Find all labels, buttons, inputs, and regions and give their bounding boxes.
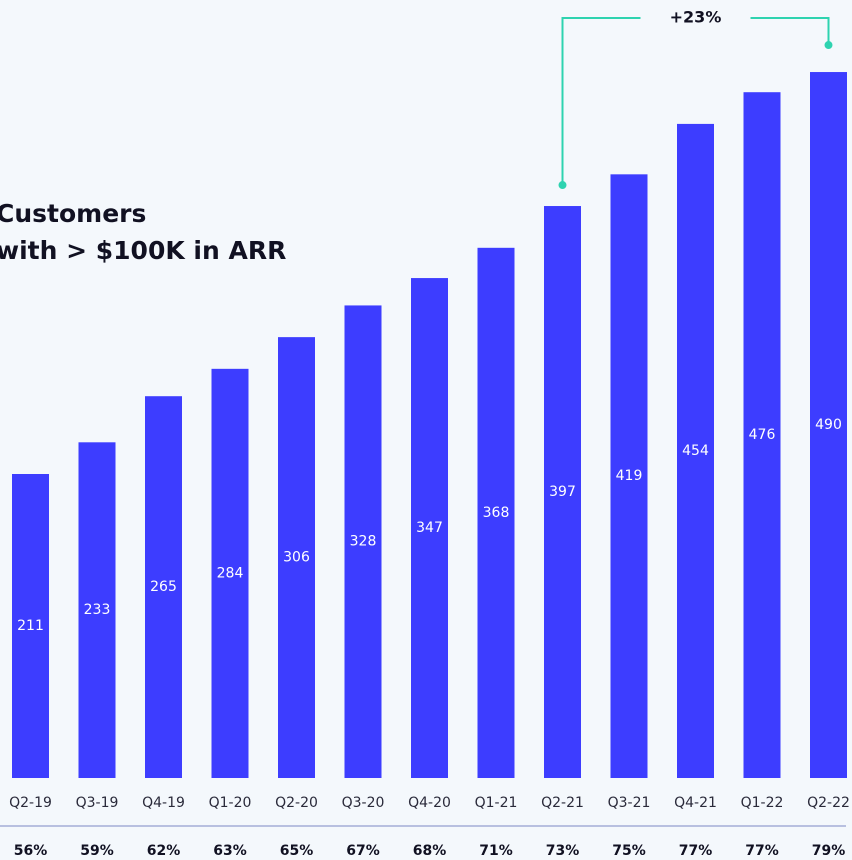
bar — [610, 174, 648, 778]
bar — [810, 72, 847, 778]
x-tick-label: Q4-20 — [408, 795, 451, 811]
row-label: 75% — [612, 843, 646, 859]
x-tick-label: Q3-21 — [608, 795, 651, 811]
annotation-dot — [824, 41, 833, 50]
x-tick-label: Q1-22 — [741, 795, 784, 811]
row-label: 62% — [147, 843, 181, 859]
row-label: 73% — [546, 843, 580, 859]
row-label: 77% — [745, 843, 779, 859]
value-label: 306 — [283, 550, 310, 566]
row-label: 63% — [213, 843, 247, 859]
x-tick-label: Q2-21 — [541, 795, 584, 811]
bar — [78, 442, 116, 778]
x-tick-label: Q4-21 — [674, 795, 717, 811]
value-label: 211 — [17, 618, 44, 634]
value-label: 233 — [84, 602, 111, 618]
annotation: +23% — [670, 8, 722, 27]
row-label: 77% — [679, 843, 713, 859]
row-label: 79% — [812, 843, 846, 859]
bar — [344, 305, 382, 778]
value-label: 284 — [217, 565, 244, 581]
value-label: 347 — [416, 520, 443, 536]
bar — [411, 278, 448, 778]
row-label: 67% — [346, 843, 380, 859]
row-label: 71% — [479, 843, 513, 859]
bar — [211, 368, 249, 778]
bar — [743, 92, 781, 779]
chart-title: Customers — [0, 199, 146, 228]
x-tick-label: Q3-20 — [342, 795, 385, 811]
x-tick-label: Q2-19 — [9, 795, 52, 811]
x-tick-label: Q1-20 — [209, 795, 252, 811]
row-label: 59% — [80, 843, 114, 859]
value-label: 490 — [815, 417, 842, 433]
bar — [477, 247, 515, 779]
value-label: 476 — [749, 427, 776, 443]
annotation-bracket — [561, 17, 830, 186]
bar — [677, 123, 714, 779]
x-tick-label: Q1-21 — [475, 795, 518, 811]
x-tick-label: Q2-22 — [807, 795, 850, 811]
bar — [544, 206, 581, 778]
bar — [12, 474, 49, 778]
value-label: 265 — [150, 579, 177, 595]
bar — [278, 337, 315, 778]
annotation-dot — [558, 181, 567, 190]
bar — [145, 396, 182, 778]
x-tick-label: Q2-20 — [275, 795, 318, 811]
value-label: 368 — [483, 505, 510, 521]
chart-title: with > $100K in ARR — [0, 236, 286, 265]
value-label: 397 — [549, 484, 576, 500]
value-label: 419 — [616, 468, 643, 484]
x-tick-label: Q3-19 — [76, 795, 119, 811]
value-label: 454 — [682, 443, 709, 459]
value-label: 328 — [350, 534, 377, 550]
x-tick-label: Q4-19 — [142, 795, 185, 811]
row-label: 56% — [14, 843, 48, 859]
row-label: 65% — [280, 843, 314, 859]
row-label: 68% — [413, 843, 447, 859]
